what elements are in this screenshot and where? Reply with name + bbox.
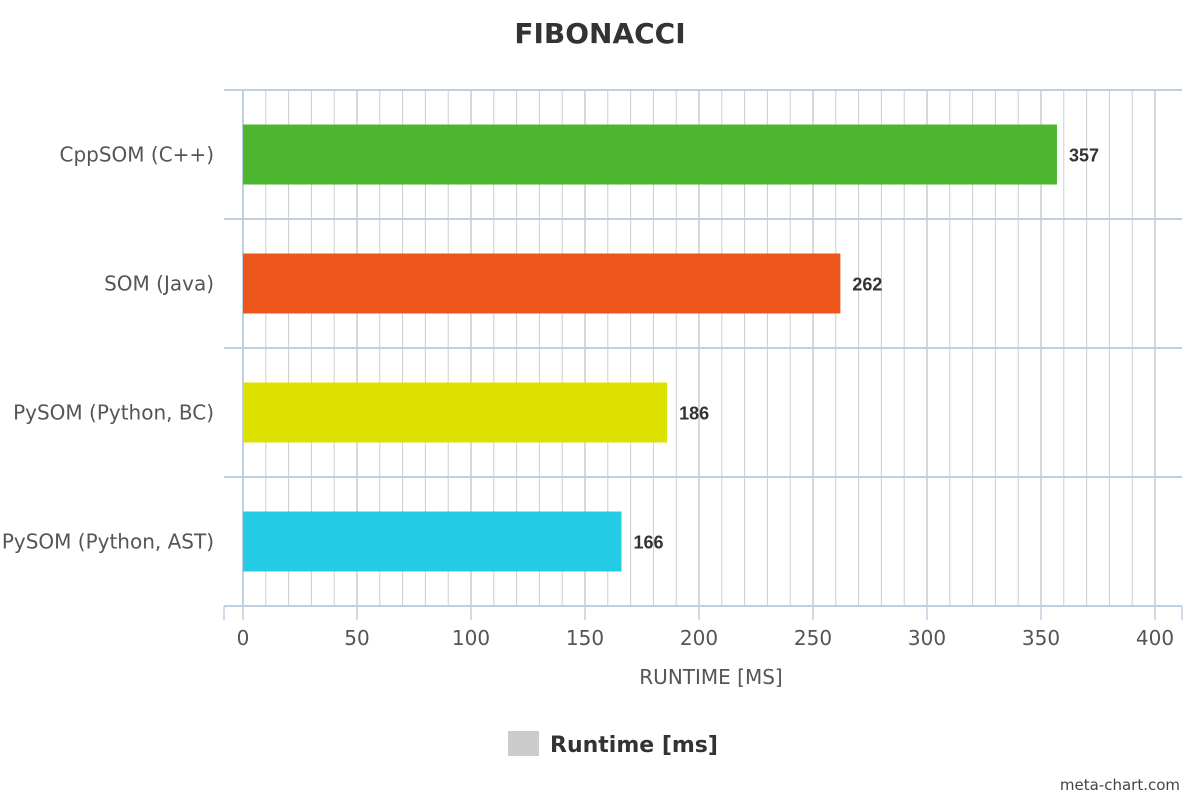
x-axis-title: RUNTIME [MS] — [639, 665, 782, 689]
category-label: CppSOM (C++) — [60, 143, 215, 167]
legend-swatch — [508, 731, 539, 756]
bar — [243, 382, 668, 443]
category-label: PySOM (Python, BC) — [13, 401, 214, 425]
data-label: 186 — [679, 404, 709, 424]
x-tick-label: 300 — [908, 626, 946, 650]
data-label: 262 — [852, 275, 882, 295]
x-tick-label: 350 — [1022, 626, 1060, 650]
x-tick-label: 50 — [344, 626, 369, 650]
chart-title: FIBONACCI — [514, 17, 685, 50]
category-label: SOM (Java) — [104, 272, 214, 296]
x-tick-label: 100 — [452, 626, 490, 650]
x-tick-label: 400 — [1136, 626, 1174, 650]
x-tick-label: 0 — [237, 626, 250, 650]
x-tick-label: 200 — [680, 626, 718, 650]
bar — [243, 511, 622, 572]
x-tick-label: 150 — [566, 626, 604, 650]
bar — [243, 253, 841, 314]
labels: 0 50 100 150 200 250 300 350 400 CppSOM (C++) 357 S… — [2, 143, 1174, 651]
credit-text[interactable]: meta-chart.com — [1060, 776, 1180, 794]
legend[interactable]: Runtime [ms] — [508, 731, 718, 758]
x-tick-label: 250 — [794, 626, 832, 650]
legend-label: Runtime [ms] — [550, 733, 718, 758]
bars — [243, 124, 1057, 572]
bar — [243, 124, 1057, 185]
data-label: 166 — [633, 533, 663, 553]
category-label: PySOM (Python, AST) — [2, 530, 214, 554]
data-label: 357 — [1069, 146, 1099, 166]
